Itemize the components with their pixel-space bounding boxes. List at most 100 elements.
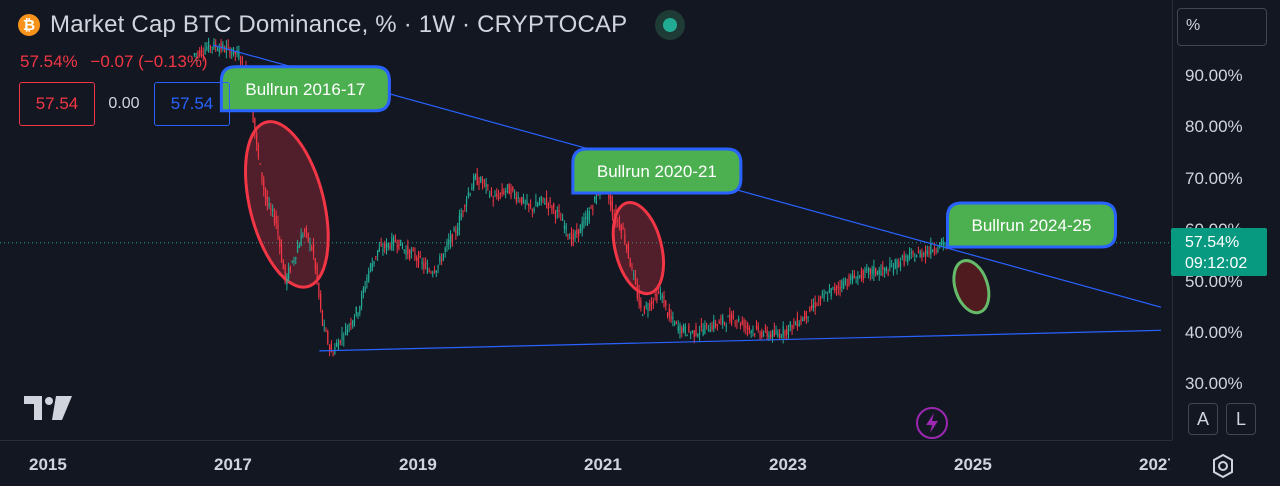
candle-body xyxy=(264,188,267,200)
candle-body xyxy=(690,333,692,335)
candle-body xyxy=(302,234,304,237)
annotation-label[interactable]: Bullrun 2016-17 xyxy=(219,65,391,113)
candle-body xyxy=(682,325,685,332)
candle-body xyxy=(823,293,825,298)
candle-body xyxy=(590,207,592,209)
settings-icon[interactable] xyxy=(1207,450,1239,482)
candle-body xyxy=(542,197,544,199)
candle-body xyxy=(471,187,473,191)
candle-body xyxy=(837,286,839,289)
candle-body xyxy=(643,306,646,313)
candle-body xyxy=(611,201,614,215)
annotation-text: Bullrun 2024-25 xyxy=(971,216,1091,235)
candle-body xyxy=(782,326,784,337)
candle-body xyxy=(202,54,204,56)
candle-body xyxy=(743,320,745,330)
candle-body xyxy=(403,249,405,251)
candle-body xyxy=(839,286,841,290)
candle-body xyxy=(460,213,462,220)
candle-body xyxy=(816,305,818,307)
sell-button[interactable]: 57.54 xyxy=(19,82,95,126)
candle-body xyxy=(348,325,350,327)
chart-plot-area[interactable]: Bullrun 2016-17 Bullrun 2020-21 Bullrun 20… xyxy=(0,0,1172,440)
candle-body xyxy=(307,233,309,242)
annotation-box xyxy=(219,65,391,113)
chart-header: ₿ Market Cap BTC Dominance, % · 1W · CRY… xyxy=(18,10,686,40)
candle-body xyxy=(698,332,701,335)
candle-body xyxy=(382,248,384,251)
candle-body xyxy=(706,322,708,324)
candle-body xyxy=(501,189,503,194)
candle-body xyxy=(375,256,377,258)
candle-body xyxy=(462,210,464,212)
candle-body xyxy=(739,323,742,326)
candle-body xyxy=(595,194,597,204)
candle-body xyxy=(560,219,562,221)
candle-body xyxy=(344,326,347,329)
candle-body xyxy=(279,239,281,248)
candle-body xyxy=(780,336,782,338)
scale-mode-button[interactable]: % xyxy=(1177,8,1267,46)
candle-body xyxy=(544,202,546,205)
candle-body xyxy=(478,180,480,186)
candle-body xyxy=(754,333,756,335)
log-scale-button[interactable]: L xyxy=(1226,403,1256,435)
candle-body xyxy=(763,334,765,336)
candle-body xyxy=(878,269,880,275)
candle-body xyxy=(206,46,208,50)
candle-body xyxy=(195,53,197,55)
candle-body xyxy=(901,255,903,258)
candle-body xyxy=(231,52,233,54)
time-axis-divider xyxy=(0,440,1172,441)
annotation-box xyxy=(946,201,1117,249)
candle-body xyxy=(254,117,256,134)
candle-body xyxy=(930,243,932,255)
candle-body xyxy=(419,256,421,258)
candle-body xyxy=(670,316,672,320)
candle-body xyxy=(513,193,516,196)
auto-scale-button[interactable]: A xyxy=(1188,403,1218,435)
candle-body xyxy=(282,261,284,270)
candle-body xyxy=(659,292,662,294)
candle-body xyxy=(850,276,852,281)
candle-body xyxy=(748,327,750,330)
candle-body xyxy=(828,289,831,293)
candle-body xyxy=(716,324,718,326)
candle-body xyxy=(905,256,907,258)
candle-body xyxy=(759,332,761,337)
candle-body xyxy=(457,228,459,236)
candle-body xyxy=(537,203,539,207)
tradingview-logo-icon[interactable] xyxy=(24,396,74,422)
candle-body xyxy=(935,251,937,253)
candle-body xyxy=(832,287,834,289)
candle-body xyxy=(649,302,651,309)
candle-body xyxy=(293,259,295,262)
candle-body xyxy=(492,200,494,202)
annotation-label[interactable]: Bullrun 2020-21 xyxy=(571,147,743,195)
candle-body xyxy=(679,324,681,334)
candle-body xyxy=(642,315,644,317)
price-tick-label: 40.00% xyxy=(1185,322,1243,342)
price-tick-label: 50.00% xyxy=(1185,271,1243,291)
time-tick-label: 2019 xyxy=(399,455,437,474)
candle-body xyxy=(209,45,211,48)
candle-body xyxy=(229,49,231,56)
candle-body xyxy=(620,224,622,234)
candle-body xyxy=(234,51,236,55)
lightning-icon[interactable] xyxy=(915,406,949,440)
candle-body xyxy=(222,44,224,49)
candle-body xyxy=(428,270,430,272)
buy-button[interactable]: 57.54 xyxy=(154,82,230,126)
candle-body xyxy=(583,218,585,227)
candle-body xyxy=(894,259,896,269)
candle-body xyxy=(818,299,820,301)
candle-body xyxy=(889,263,891,269)
candle-body xyxy=(519,200,521,202)
candle-body xyxy=(652,301,654,304)
candle-body xyxy=(647,308,649,311)
candle-body xyxy=(736,321,738,323)
candle-body xyxy=(714,322,717,327)
annotation-label[interactable]: Bullrun 2024-25 xyxy=(946,201,1117,249)
candle-body xyxy=(885,268,887,272)
symbol-title[interactable]: Market Cap BTC Dominance, % · 1W · CRYPT… xyxy=(50,11,628,38)
